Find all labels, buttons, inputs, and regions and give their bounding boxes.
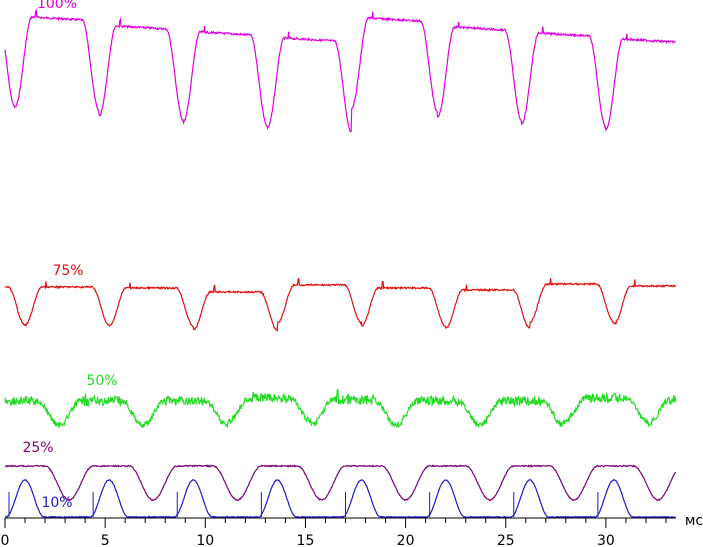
x-tick-label: 0	[1, 533, 10, 547]
series-label-25pct: 25%	[22, 440, 53, 456]
x-tick-label: 15	[297, 533, 315, 547]
x-tick-label: 5	[101, 533, 110, 547]
series-label-50pct: 50%	[86, 373, 117, 389]
x-axis: 0 5 10 15 20 25 30 мс	[1, 513, 703, 547]
series-line-75pct	[4, 277, 676, 332]
series-label-10pct: 10%	[41, 495, 72, 511]
series-labels: 100% 75% 50% 25% 10%	[22, 0, 117, 511]
series-label-75pct: 75%	[52, 263, 83, 279]
series-line-10pct	[5, 478, 676, 519]
x-tick-label: 20	[397, 533, 415, 547]
series-line-50pct	[4, 389, 677, 429]
x-tick-label: 30	[597, 533, 615, 547]
series-line-25pct	[4, 464, 677, 502]
x-axis-unit: мс	[685, 513, 703, 529]
series-layer	[4, 8, 677, 519]
series-line-100pct	[4, 8, 676, 133]
x-tick-label: 10	[196, 533, 214, 547]
series-label-100pct: 100%	[37, 0, 77, 12]
x-tick-label: 25	[497, 533, 515, 547]
